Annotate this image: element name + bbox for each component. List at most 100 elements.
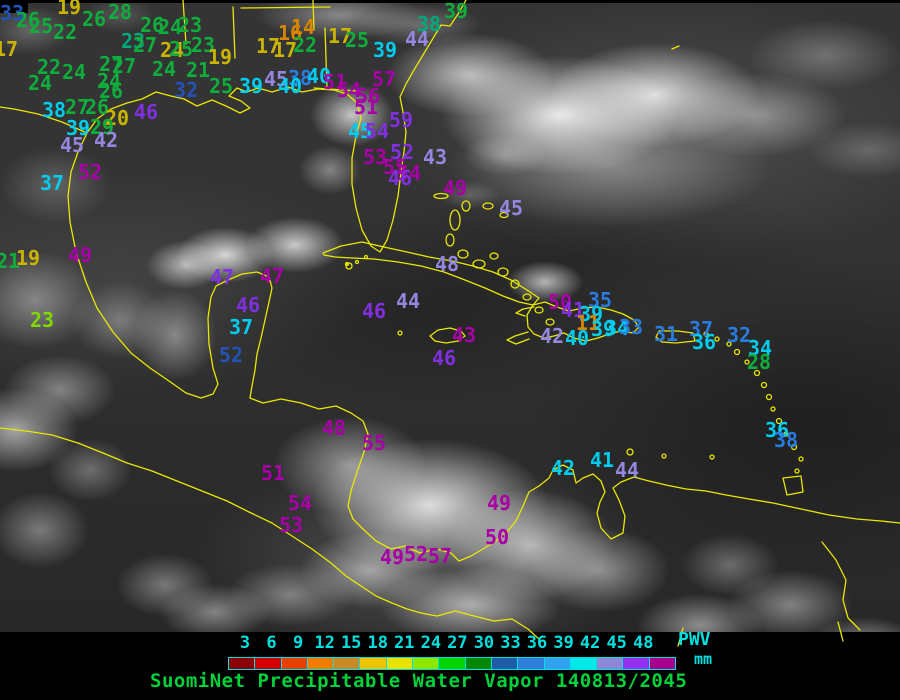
station-value: 54 bbox=[287, 491, 313, 515]
scale-segment bbox=[623, 658, 650, 669]
scale-segment bbox=[255, 658, 282, 669]
satellite-cloud-imagery bbox=[0, 0, 900, 632]
station-value: 36 bbox=[691, 330, 717, 354]
station-value: 21 bbox=[0, 249, 21, 273]
island-cayman bbox=[397, 330, 403, 336]
station-value: 32 bbox=[726, 323, 752, 347]
island-bahamas bbox=[499, 211, 509, 219]
station-value: 19 bbox=[15, 246, 41, 270]
station-value: 55 bbox=[361, 431, 387, 455]
island-bahamas bbox=[482, 202, 494, 210]
station-value: 54 bbox=[396, 161, 422, 185]
data-void-corner bbox=[0, 0, 28, 13]
station-value: 57 bbox=[427, 544, 453, 568]
island-bahamas bbox=[510, 279, 520, 289]
coastline-jamaica bbox=[429, 327, 466, 344]
station-value: 27 bbox=[64, 95, 90, 119]
scale-tick: 45 bbox=[606, 633, 627, 653]
station-value: 23 bbox=[190, 33, 216, 57]
station-value: 41 bbox=[589, 448, 615, 472]
station-value: 45 bbox=[263, 67, 289, 91]
station-value: 32 bbox=[173, 78, 199, 102]
station-value: 42 bbox=[550, 456, 576, 480]
station-value: 37 bbox=[228, 315, 254, 339]
station-value: 28 bbox=[746, 350, 772, 374]
station-value: 59 bbox=[388, 108, 414, 132]
island-bahamas bbox=[445, 233, 455, 247]
station-value: 38 bbox=[287, 66, 313, 90]
scale-segment bbox=[465, 658, 492, 669]
color-scale-bar bbox=[228, 657, 676, 670]
station-value: 54 bbox=[364, 119, 390, 143]
station-value: 46 bbox=[133, 100, 159, 124]
station-value: 25 bbox=[208, 74, 234, 98]
station-value: 45 bbox=[347, 119, 373, 143]
station-value: 26 bbox=[84, 95, 110, 119]
island-bahamas bbox=[497, 267, 509, 277]
station-value: 43 bbox=[451, 323, 477, 347]
scale-tick: 39 bbox=[553, 633, 574, 653]
island-antilles bbox=[726, 341, 732, 347]
island-margarita bbox=[661, 453, 667, 459]
station-value: 26 bbox=[98, 79, 124, 103]
station-value: 54 bbox=[336, 78, 362, 102]
station-value: 55 bbox=[382, 155, 408, 179]
station-value: 46 bbox=[235, 293, 261, 317]
scale-tick: 48 bbox=[633, 633, 654, 653]
island-antilles bbox=[775, 417, 783, 425]
station-value: 35 bbox=[587, 288, 613, 312]
coastline-north-america bbox=[67, 0, 900, 562]
scale-tick: 42 bbox=[579, 633, 601, 653]
station-value: 17 bbox=[0, 37, 19, 61]
station-value: 16 bbox=[277, 21, 303, 45]
station-value: 26 bbox=[139, 13, 165, 37]
station-value: 52 bbox=[389, 140, 415, 164]
island-bahamas bbox=[534, 306, 544, 314]
station-value: 25 bbox=[28, 14, 54, 38]
station-value: 38 bbox=[773, 428, 799, 452]
station-value: 42 bbox=[539, 324, 565, 348]
station-value: 27 bbox=[111, 54, 137, 78]
island-antilles bbox=[790, 443, 798, 451]
station-value: 48 bbox=[434, 252, 460, 276]
scale-unit-sub: mm bbox=[694, 650, 713, 668]
station-value: 45 bbox=[59, 133, 85, 157]
coastline-pacific bbox=[0, 427, 541, 641]
scale-segment bbox=[281, 658, 308, 669]
station-value: 20 bbox=[104, 106, 130, 130]
station-value: 56 bbox=[355, 84, 381, 108]
state-borders bbox=[182, 0, 359, 92]
island-margarita bbox=[709, 454, 715, 460]
station-value: 24 bbox=[157, 15, 183, 39]
top-black-edge bbox=[0, 0, 900, 3]
station-value: 40 bbox=[277, 74, 303, 98]
scale-tick: 3 bbox=[239, 633, 251, 653]
scale-tick: 12 bbox=[314, 633, 335, 653]
station-value: 31 bbox=[653, 322, 679, 346]
station-value: 40 bbox=[306, 64, 332, 88]
island-antilles bbox=[760, 381, 768, 389]
island-bahamas bbox=[472, 259, 486, 269]
station-value: 45 bbox=[498, 196, 524, 220]
station-value: 43 bbox=[422, 145, 448, 169]
station-value: 19 bbox=[207, 45, 233, 69]
station-value: 44 bbox=[404, 27, 430, 51]
station-value: 46 bbox=[361, 299, 387, 323]
scale-tick: 15 bbox=[340, 633, 362, 653]
station-value: 17 bbox=[255, 34, 281, 58]
station-value: 29 bbox=[89, 115, 115, 139]
scale-segment bbox=[544, 658, 571, 669]
island-antilles bbox=[744, 359, 750, 365]
station-value: 39 bbox=[578, 302, 604, 326]
scale-tick: 30 bbox=[473, 633, 495, 653]
station-value: 51 bbox=[322, 70, 348, 94]
image-title: SuomiNet Precipitable Water Vapor 140813… bbox=[150, 670, 688, 692]
station-value: 49 bbox=[67, 243, 93, 267]
scale-segment bbox=[413, 658, 440, 669]
scale-tick: 24 bbox=[420, 633, 442, 653]
island-antilles bbox=[794, 468, 800, 474]
station-value: 25 bbox=[344, 28, 370, 52]
station-value: 38 bbox=[416, 12, 442, 36]
island-antilles bbox=[714, 336, 720, 342]
